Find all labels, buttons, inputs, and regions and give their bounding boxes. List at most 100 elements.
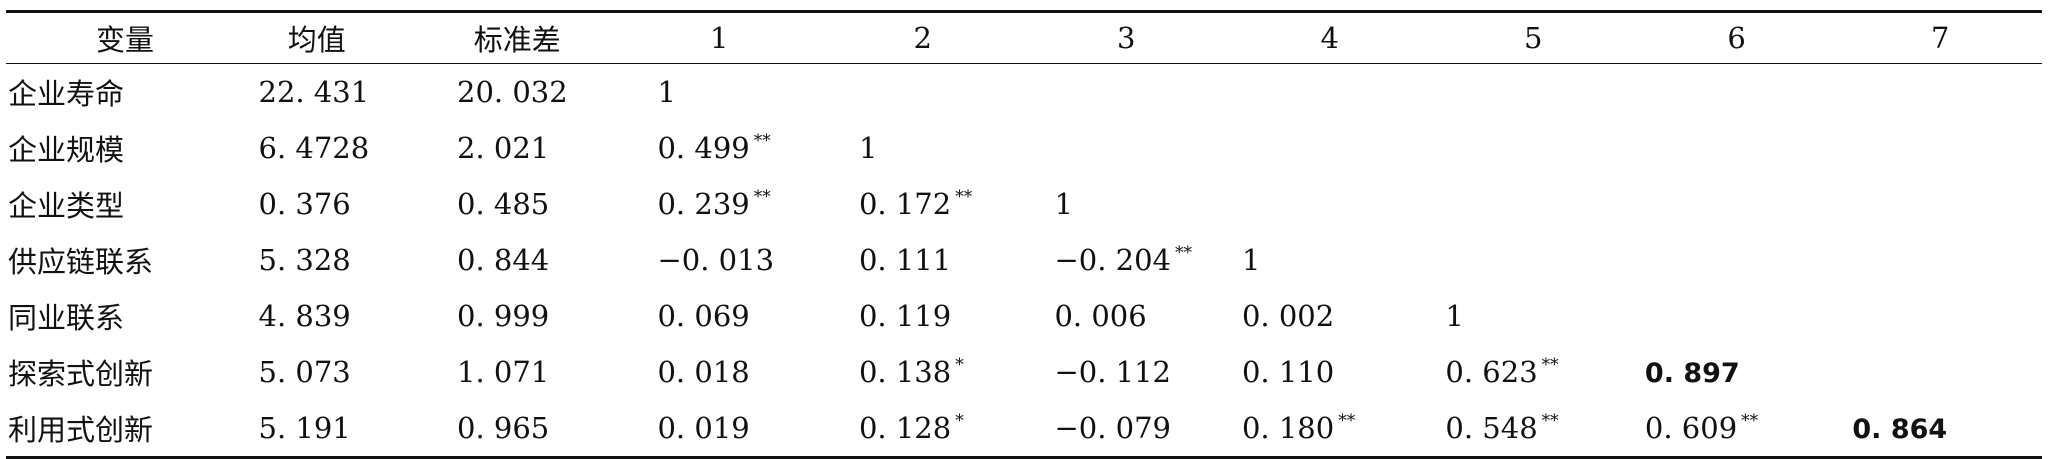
- sd-cell: 0. 965: [457, 411, 550, 445]
- sd-cell: 1. 071: [457, 355, 550, 389]
- header-col-1: 1: [710, 21, 729, 55]
- correlation-cell: 0. 006: [1024, 288, 1227, 344]
- correlation-cell: [1838, 64, 2042, 121]
- row-label: 同业联系: [8, 301, 125, 335]
- correlation-value: 0. 180: [1241, 411, 1335, 445]
- header-sd: 标准差: [473, 23, 561, 57]
- mean-cell: 5. 191: [258, 411, 351, 445]
- correlation-cell: [1024, 64, 1227, 121]
- significance-marker: **: [1541, 355, 1559, 375]
- header-col-4: 4: [1320, 21, 1339, 55]
- correlation-value: 0. 239: [657, 187, 750, 221]
- correlation-cell: [1838, 344, 2042, 400]
- header-col-2: 2: [913, 21, 932, 55]
- correlation-value: 0. 609: [1644, 411, 1738, 445]
- sd-cell: 0. 485: [457, 187, 550, 221]
- table-row: 探索式创新 5. 073 1. 071 0. 018 0. 138 * −0. 112 0. …: [6, 344, 2042, 400]
- correlation-cell: [1635, 232, 1838, 288]
- correlation-cell: 0. 119: [821, 288, 1024, 344]
- correlation-cell: [1838, 176, 2042, 232]
- table-row: 同业联系 4. 839 0. 999 0. 069 0. 119 0. 006 0. 002…: [6, 288, 2042, 344]
- correlation-cell: 1: [1431, 288, 1634, 344]
- significance-marker: **: [955, 187, 973, 207]
- significance-marker: *: [955, 411, 964, 431]
- table-row: 企业类型 0. 376 0. 485 0. 239 ** 0. 172 ** 1: [6, 176, 2042, 232]
- correlation-value: −0. 013: [657, 243, 775, 277]
- correlation-cell: [1635, 120, 1838, 176]
- correlation-cell: [1838, 288, 2042, 344]
- correlation-cell: −0. 204 **: [1024, 232, 1227, 288]
- correlation-cell: 0. 069: [617, 288, 820, 344]
- header-col-7: 7: [1930, 21, 1950, 55]
- correlation-value: 0. 006: [1054, 299, 1147, 333]
- header-variable: 变量: [96, 23, 155, 57]
- significance-marker: **: [1541, 411, 1559, 431]
- correlation-cell: [1431, 120, 1634, 176]
- mean-cell: 6. 4728: [258, 131, 370, 165]
- correlation-cell: 1: [1228, 232, 1431, 288]
- mean-cell: 22. 431: [258, 75, 370, 109]
- correlation-cell: [1431, 176, 1634, 232]
- row-label: 供应链联系: [8, 245, 154, 279]
- table-body: 企业寿命 22. 431 20. 032 1 企业规模 6. 4728 2. 021 0. 4…: [6, 64, 2042, 458]
- significance-marker: *: [955, 355, 964, 375]
- header-col-3: 3: [1116, 21, 1136, 55]
- correlation-value: 1: [1445, 299, 1464, 333]
- correlation-cell: 0. 609 **: [1635, 400, 1838, 458]
- sd-cell: 0. 999: [457, 299, 550, 333]
- correlation-value: 0. 018: [657, 355, 750, 389]
- correlation-cell: 0. 548 **: [1431, 400, 1634, 458]
- correlation-value: 0. 002: [1241, 299, 1335, 333]
- table-row: 利用式创新 5. 191 0. 965 0. 019 0. 128 * −0. 079 0. …: [6, 400, 2042, 458]
- row-label: 企业寿命: [8, 77, 125, 111]
- significance-marker: **: [1338, 411, 1356, 431]
- correlation-cell: 0. 897: [1635, 344, 1838, 400]
- correlation-cell: 0. 128 *: [821, 400, 1024, 458]
- correlation-value: 0. 110: [1241, 355, 1335, 389]
- correlation-value: 0. 119: [858, 299, 952, 333]
- table-row: 供应链联系 5. 328 0. 844 −0. 013 0. 111 −0. 204 ** 1: [6, 232, 2042, 288]
- correlation-value: 0. 111: [858, 243, 952, 277]
- correlation-cell: [1635, 288, 1838, 344]
- correlation-cell: 0. 180 **: [1228, 400, 1431, 458]
- correlation-value: −0. 204: [1054, 243, 1171, 277]
- correlation-value: 0. 069: [657, 299, 750, 333]
- correlation-cell: 0. 138 *: [821, 344, 1024, 400]
- correlation-value: 0. 138: [858, 355, 952, 389]
- correlation-cell: 1: [821, 120, 1024, 176]
- row-label: 利用式创新: [8, 413, 154, 447]
- table-header-row: 变量 均值 标准差 1 2 3 4 5 6 7: [6, 11, 2042, 64]
- header-col-5: 5: [1523, 21, 1543, 55]
- correlation-value: 0. 864: [1852, 414, 1948, 445]
- header-mean: 均值: [287, 23, 346, 57]
- correlation-cell: 0. 239 **: [617, 176, 820, 232]
- correlation-value: 1: [1241, 243, 1261, 277]
- correlation-table: 变量 均值 标准差 1 2 3 4 5 6 7 企业寿命 22. 431 2 0. 0…: [6, 10, 2042, 459]
- correlation-value: 0. 548: [1445, 411, 1538, 445]
- correlation-cell: [1228, 120, 1431, 176]
- row-label: 企业类型: [8, 189, 125, 223]
- correlation-cell: [1431, 232, 1634, 288]
- correlation-value: 0. 019: [657, 411, 750, 445]
- correlation-cell: [1838, 120, 2042, 176]
- correlation-cell: 1: [617, 64, 820, 121]
- correlation-cell: [1228, 176, 1431, 232]
- correlation-cell: 0. 499 **: [617, 120, 820, 176]
- correlation-value: 1: [858, 131, 878, 165]
- correlation-cell: 0. 111: [821, 232, 1024, 288]
- correlation-cell: [1024, 120, 1227, 176]
- row-label: 探索式创新: [8, 357, 154, 391]
- correlation-value: 1: [1054, 187, 1073, 221]
- significance-marker: **: [753, 187, 771, 207]
- significance-marker: **: [1741, 411, 1759, 431]
- significance-marker: **: [753, 131, 771, 151]
- row-label: 企业规模: [8, 133, 125, 167]
- correlation-value: −0. 079: [1054, 411, 1171, 445]
- correlation-value: 0. 172: [858, 187, 952, 221]
- correlation-cell: 0. 623 **: [1431, 344, 1634, 400]
- correlation-cell: 0. 864: [1838, 400, 2042, 458]
- correlation-cell: 1: [1024, 176, 1227, 232]
- correlation-cell: −0. 013: [617, 232, 820, 288]
- correlation-table-container: 变量 均值 标准差 1 2 3 4 5 6 7 企业寿命 22. 431 2 0. 0…: [6, 10, 2042, 459]
- correlation-cell: [1838, 232, 2042, 288]
